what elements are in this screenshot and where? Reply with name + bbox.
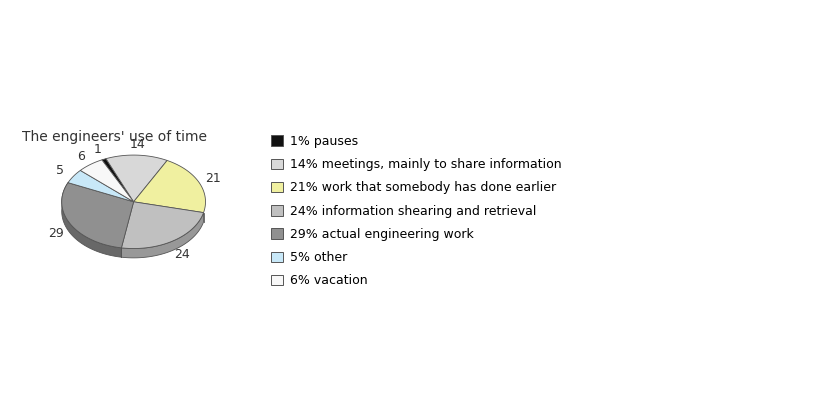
Polygon shape [106, 155, 167, 202]
Text: 29: 29 [48, 227, 64, 240]
Polygon shape [134, 160, 206, 213]
Text: 24: 24 [174, 248, 190, 260]
Text: 14: 14 [130, 138, 145, 151]
Polygon shape [102, 159, 134, 202]
Text: 6: 6 [77, 150, 84, 163]
Legend: 1% pauses, 14% meetings, mainly to share information, 21% work that somebody has: 1% pauses, 14% meetings, mainly to share… [266, 130, 565, 292]
Polygon shape [62, 183, 121, 257]
Text: The engineers' use of time: The engineers' use of time [23, 130, 207, 144]
Polygon shape [121, 202, 203, 248]
Text: 1: 1 [94, 143, 101, 156]
Polygon shape [68, 170, 134, 202]
Text: 5: 5 [56, 164, 64, 177]
Polygon shape [121, 213, 203, 258]
Polygon shape [62, 183, 134, 248]
Text: 21: 21 [206, 172, 221, 185]
Polygon shape [80, 160, 134, 202]
